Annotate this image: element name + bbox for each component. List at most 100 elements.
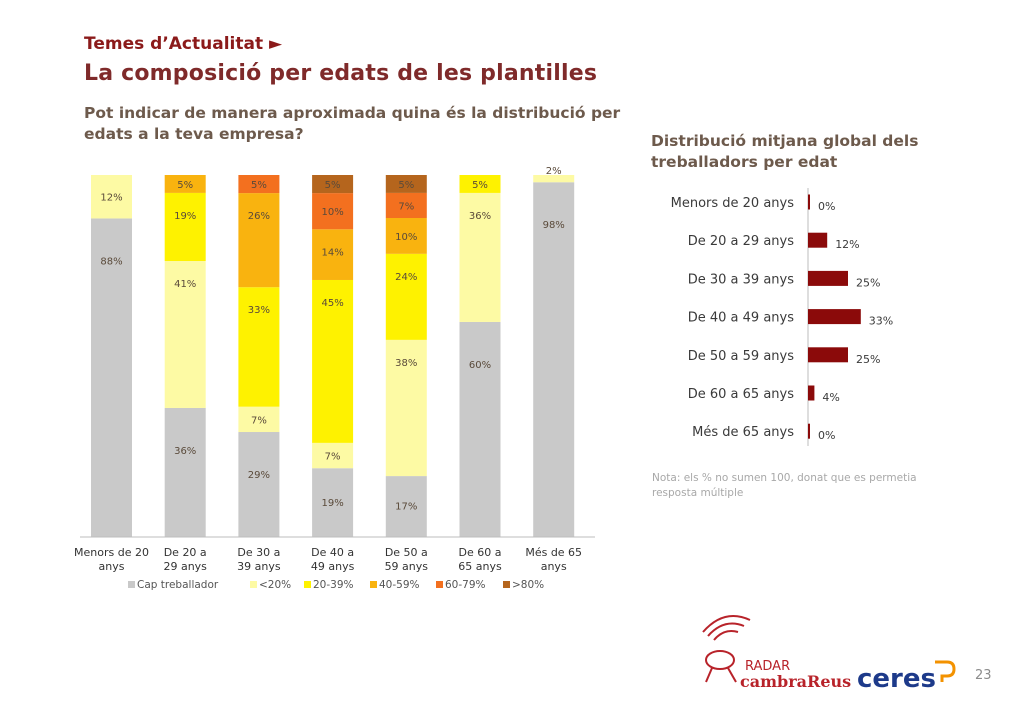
hbar-0: [808, 194, 810, 210]
data-label: 41%: [174, 279, 196, 290]
x-tick-label-line2: 59 anys: [385, 560, 429, 573]
x-tick-label: Menors de 20: [74, 546, 149, 559]
bar-segment-de-20-a-29-anys-s1: [164, 261, 206, 408]
data-label: 17%: [395, 502, 417, 513]
radar-logo: RADAR cambraReus: [702, 615, 851, 691]
ceres-logo-text: ceres: [857, 664, 936, 694]
bar-segment-de-30-a-39-anys-s1: [238, 406, 280, 433]
bar-segment-de-40-a-49-anys-s0: [312, 468, 354, 537]
category-label: De 20 a 29 anys: [688, 234, 794, 249]
x-tick-label: Més de 65: [525, 546, 582, 559]
bar-segment-menors-de-20-anys-s1: [91, 175, 132, 219]
data-label: 2%: [546, 166, 562, 177]
x-tick-label-line2: 29 anys: [163, 560, 207, 573]
value-label: 12%: [835, 238, 859, 251]
data-label: 19%: [321, 498, 343, 509]
value-label: 33%: [869, 315, 893, 328]
data-label: 5%: [177, 180, 193, 191]
value-label: 25%: [856, 276, 880, 289]
hbar-1: [808, 232, 828, 248]
x-tick-label-line2: 49 anys: [311, 560, 355, 573]
legend-label: 60-79%: [445, 579, 486, 591]
data-label: 24%: [395, 272, 417, 283]
bar-segment-de-40-a-49-anys-s1: [312, 442, 354, 469]
bar-segment-de-50-a-59-anys-s0: [385, 476, 427, 537]
data-label: 33%: [248, 305, 270, 316]
x-tick-label: De 20 a: [164, 546, 207, 559]
legend-label: Cap treballador: [137, 579, 219, 591]
bar-segment-de-30-a-39-anys-s2: [238, 287, 280, 407]
category-label: Més de 65 anys: [692, 425, 794, 440]
bar-segment-de-50-a-59-anys-s2: [385, 253, 427, 340]
value-label: 4%: [822, 391, 839, 404]
page-number: 23: [975, 668, 992, 683]
data-label: 26%: [248, 211, 270, 222]
data-label: 14%: [321, 247, 343, 258]
category-label: Menors de 20 anys: [671, 196, 795, 211]
bar-segment-de-30-a-39-anys-s4: [238, 175, 280, 194]
data-label: 5%: [398, 180, 414, 191]
cambra-logo-text: cambraReus: [740, 672, 851, 691]
bar-segment-de-50-a-59-anys-s4: [385, 192, 427, 219]
data-label: 7%: [251, 415, 267, 426]
x-tick-label: De 60 a: [459, 546, 502, 559]
data-label: 98%: [543, 220, 565, 231]
legend-label: 40-59%: [379, 579, 420, 591]
bar-segment-de-40-a-49-anys-s4: [312, 193, 354, 230]
data-label: 36%: [174, 446, 196, 457]
legend-label: 20-39%: [313, 579, 354, 591]
bar-segment-de-50-a-59-anys-s3: [385, 218, 427, 254]
data-label: 5%: [472, 180, 488, 191]
legend-label: >80%: [512, 579, 544, 591]
data-label: 38%: [395, 358, 417, 369]
bar-segment-de-20-a-29-anys-s3: [164, 175, 206, 193]
data-label: 45%: [321, 298, 343, 309]
bar-segment-de-50-a-59-anys-s1: [385, 339, 427, 477]
legend-swatch: [436, 581, 443, 588]
data-label: 36%: [469, 211, 491, 222]
data-label: 60%: [469, 360, 491, 371]
legend-swatch: [370, 581, 377, 588]
x-tick-label-line2: anys: [99, 560, 125, 573]
x-tick-label: De 40 a: [311, 546, 354, 559]
hbar-2: [808, 270, 848, 286]
footnote: Nota: els % no sumen 100, donat que es p…: [652, 472, 917, 499]
radar-logo-text: RADAR: [745, 659, 790, 674]
data-label: 7%: [325, 452, 341, 463]
x-tick-label: De 30 a: [237, 546, 280, 559]
data-label: 12%: [100, 193, 122, 204]
bar-segment-de-40-a-49-anys-s3: [312, 229, 354, 280]
bar-segment-de-60-a-65-anys-s0: [459, 321, 501, 537]
bar-segment-menors-de-20-anys-s0: [91, 218, 132, 537]
legend-swatch: [250, 581, 257, 588]
data-label: 29%: [248, 470, 270, 481]
data-label: 10%: [321, 207, 343, 218]
section-heading: Temes d’Actualitat ►: [84, 34, 283, 54]
hbar-3: [808, 309, 861, 325]
horizontal-bar-chart: Menors de 20 anys 0% De 20 a 29 anys 12% De …: [671, 188, 893, 446]
legend-swatch: [503, 581, 510, 588]
category-label: De 50 a 59 anys: [688, 349, 794, 364]
category-label: De 60 a 65 anys: [688, 387, 794, 402]
question-text: Pot indicar de manera aproximada quina é…: [84, 104, 621, 143]
value-label: 0%: [818, 429, 835, 442]
category-label: De 40 a 49 anys: [688, 311, 794, 326]
legend-swatch: [304, 581, 311, 588]
bar-segment-de-40-a-49-anys-s5: [312, 175, 354, 194]
hbar-5: [808, 385, 815, 401]
value-label: 25%: [856, 353, 880, 366]
bar-segment-de-50-a-59-anys-s5: [385, 175, 427, 193]
value-label: 0%: [818, 200, 835, 213]
data-label: 7%: [398, 201, 414, 212]
hbar-6: [808, 423, 810, 439]
bar-segment-m-s-de-65-anys-s1: [533, 175, 575, 183]
legend-label: <20%: [259, 579, 291, 591]
data-label: 19%: [174, 211, 196, 222]
x-tick-label-line2: 65 anys: [458, 560, 502, 573]
bar-segment-de-30-a-39-anys-s3: [238, 193, 280, 288]
page-title: La composició per edats de les plantille…: [84, 61, 598, 86]
bar-segment-de-40-a-49-anys-s2: [312, 279, 354, 443]
x-tick-label-line2: 39 anys: [237, 560, 281, 573]
